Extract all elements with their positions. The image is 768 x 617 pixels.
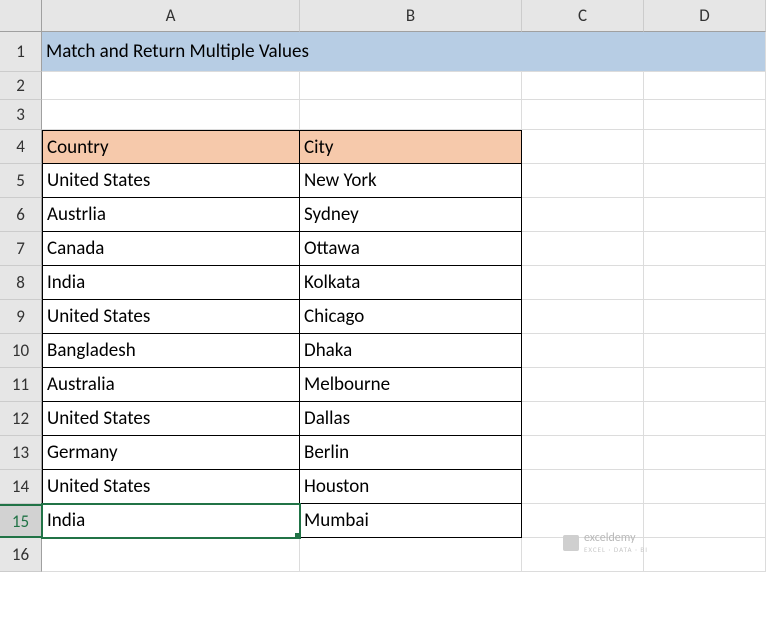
empty-cell[interactable] xyxy=(644,232,766,266)
col-header-A[interactable]: A xyxy=(42,0,300,32)
header-city[interactable]: City xyxy=(300,130,522,164)
empty-cell[interactable] xyxy=(300,100,522,130)
table-cell[interactable]: Kolkata xyxy=(300,266,522,300)
table-cell[interactable]: Australia xyxy=(42,368,300,402)
col-header-D[interactable]: D xyxy=(644,0,766,32)
title-cell: Match and Return Multiple Values xyxy=(42,32,766,72)
empty-cell[interactable] xyxy=(644,72,766,100)
empty-cell[interactable] xyxy=(644,436,766,470)
empty-cell[interactable] xyxy=(522,504,644,538)
table-cell[interactable]: United States xyxy=(42,470,300,504)
row-header-14[interactable]: 14 xyxy=(0,470,42,504)
table-cell[interactable]: Ottawa xyxy=(300,232,522,266)
empty-cell[interactable] xyxy=(522,164,644,198)
row-header-2[interactable]: 2 xyxy=(0,72,42,100)
col-header-C[interactable]: C xyxy=(522,0,644,32)
empty-cell[interactable] xyxy=(644,266,766,300)
row-header-8[interactable]: 8 xyxy=(0,266,42,300)
empty-cell[interactable] xyxy=(42,100,300,130)
row-header-13[interactable]: 13 xyxy=(0,436,42,470)
table-cell[interactable]: United States xyxy=(42,402,300,436)
empty-cell[interactable] xyxy=(522,300,644,334)
empty-cell[interactable] xyxy=(644,100,766,130)
table-cell[interactable]: Bangladesh xyxy=(42,334,300,368)
empty-cell[interactable] xyxy=(644,402,766,436)
empty-cell[interactable] xyxy=(300,72,522,100)
table-cell[interactable]: Berlin xyxy=(300,436,522,470)
empty-cell[interactable] xyxy=(522,72,644,100)
spreadsheet-grid: ABCD 1Match and Return Multiple Values234… xyxy=(0,0,768,572)
row-header-12[interactable]: 12 xyxy=(0,402,42,436)
empty-cell[interactable] xyxy=(522,334,644,368)
table-cell[interactable]: Dhaka xyxy=(300,334,522,368)
empty-cell[interactable] xyxy=(644,368,766,402)
table-cell[interactable]: India xyxy=(42,504,300,538)
table-cell[interactable]: United States xyxy=(42,164,300,198)
row-header-11[interactable]: 11 xyxy=(0,368,42,402)
table-cell[interactable]: Melbourne xyxy=(300,368,522,402)
table-cell[interactable]: Sydney xyxy=(300,198,522,232)
row-header-7[interactable]: 7 xyxy=(0,232,42,266)
row-header-16[interactable]: 16 xyxy=(0,538,42,572)
empty-cell[interactable] xyxy=(522,266,644,300)
header-country[interactable]: Country xyxy=(42,130,300,164)
empty-cell[interactable] xyxy=(644,470,766,504)
table-cell[interactable]: Mumbai xyxy=(300,504,522,538)
empty-cell[interactable] xyxy=(522,470,644,504)
table-cell[interactable]: Chicago xyxy=(300,300,522,334)
empty-cell[interactable] xyxy=(522,100,644,130)
empty-cell[interactable] xyxy=(522,402,644,436)
empty-cell[interactable] xyxy=(644,538,766,572)
row-header-9[interactable]: 9 xyxy=(0,300,42,334)
col-header-B[interactable]: B xyxy=(300,0,522,32)
empty-cell[interactable] xyxy=(644,504,766,538)
empty-cell[interactable] xyxy=(522,130,644,164)
empty-cell[interactable] xyxy=(42,538,300,572)
row-header-6[interactable]: 6 xyxy=(0,198,42,232)
empty-cell[interactable] xyxy=(522,368,644,402)
table-cell[interactable]: Canada xyxy=(42,232,300,266)
row-header-10[interactable]: 10 xyxy=(0,334,42,368)
row-header-3[interactable]: 3 xyxy=(0,100,42,130)
empty-cell[interactable] xyxy=(644,130,766,164)
empty-cell[interactable] xyxy=(644,300,766,334)
empty-cell[interactable] xyxy=(644,198,766,232)
empty-cell[interactable] xyxy=(522,232,644,266)
select-all-corner[interactable] xyxy=(0,0,42,32)
table-cell[interactable]: Austrlia xyxy=(42,198,300,232)
empty-cell[interactable] xyxy=(644,164,766,198)
table-cell[interactable]: Houston xyxy=(300,470,522,504)
table-cell[interactable]: Dallas xyxy=(300,402,522,436)
row-header-1[interactable]: 1 xyxy=(0,32,42,72)
table-cell[interactable]: Germany xyxy=(42,436,300,470)
empty-cell[interactable] xyxy=(522,436,644,470)
table-cell[interactable]: New York xyxy=(300,164,522,198)
empty-cell[interactable] xyxy=(522,198,644,232)
table-cell[interactable]: United States xyxy=(42,300,300,334)
row-header-5[interactable]: 5 xyxy=(0,164,42,198)
empty-cell[interactable] xyxy=(42,72,300,100)
row-header-4[interactable]: 4 xyxy=(0,130,42,164)
table-cell[interactable]: India xyxy=(42,266,300,300)
empty-cell[interactable] xyxy=(644,334,766,368)
empty-cell[interactable] xyxy=(300,538,522,572)
row-header-15[interactable]: 15 xyxy=(0,504,42,538)
empty-cell[interactable] xyxy=(522,538,644,572)
